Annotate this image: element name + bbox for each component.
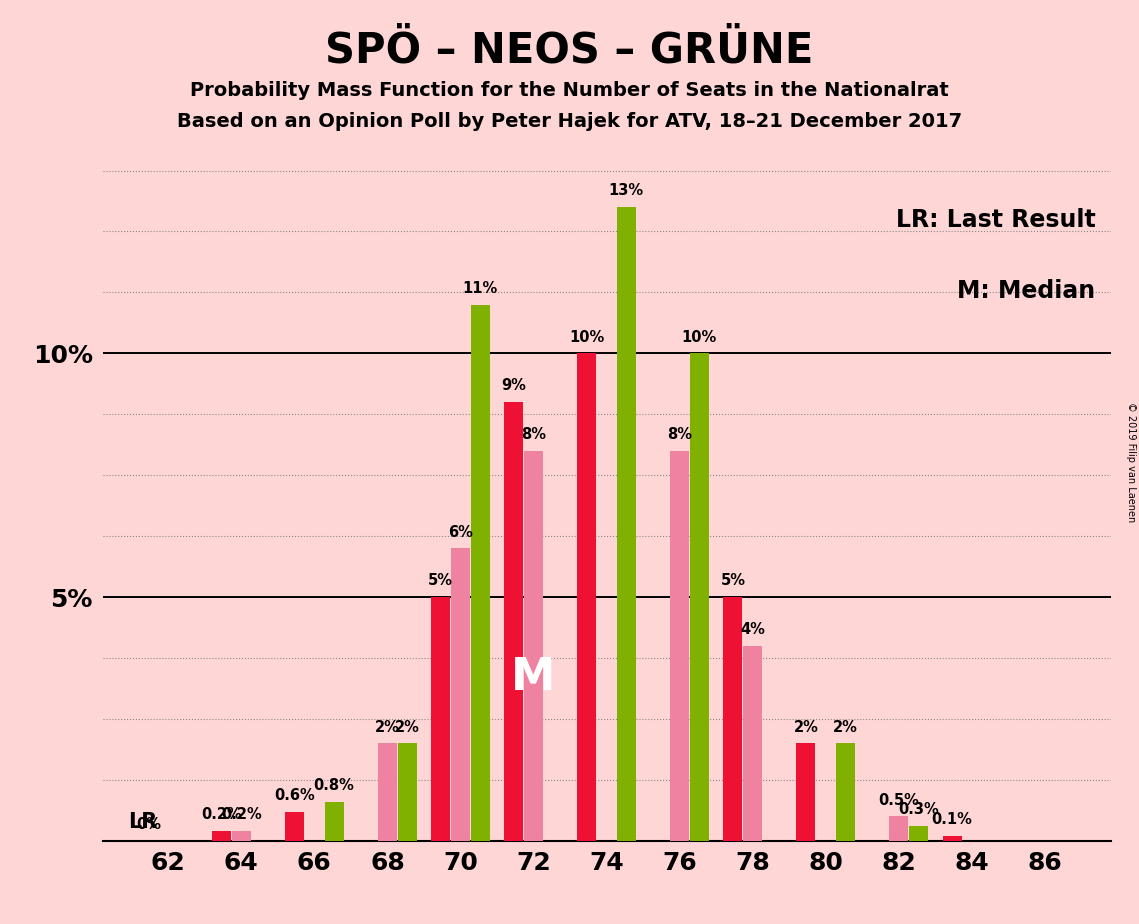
Bar <box>451 548 470 841</box>
Text: 6%: 6% <box>448 525 473 540</box>
Text: Probability Mass Function for the Number of Seats in the Nationalrat: Probability Mass Function for the Number… <box>190 81 949 101</box>
Text: 0.8%: 0.8% <box>313 778 354 793</box>
Text: Based on an Opinion Poll by Peter Hajek for ATV, 18–21 December 2017: Based on an Opinion Poll by Peter Hajek … <box>177 112 962 131</box>
Bar <box>212 831 231 841</box>
Text: © 2019 Filip van Laenen: © 2019 Filip van Laenen <box>1125 402 1136 522</box>
Text: SPÖ – NEOS – GRÜNE: SPÖ – NEOS – GRÜNE <box>326 30 813 71</box>
Text: 5%: 5% <box>428 573 453 589</box>
Text: M: M <box>511 655 556 699</box>
Bar <box>232 831 251 841</box>
Text: 11%: 11% <box>462 281 498 296</box>
Bar <box>890 817 908 841</box>
Text: 2%: 2% <box>833 720 858 735</box>
Bar <box>743 646 762 841</box>
Bar <box>470 305 490 841</box>
Bar <box>378 743 396 841</box>
Bar <box>670 451 689 841</box>
Text: 0.6%: 0.6% <box>274 788 316 803</box>
Text: 8%: 8% <box>521 427 546 442</box>
Bar <box>325 802 344 841</box>
Bar <box>942 836 961 841</box>
Text: 10%: 10% <box>570 330 605 345</box>
Text: 2%: 2% <box>395 720 419 735</box>
Text: 5%: 5% <box>720 573 745 589</box>
Text: 2%: 2% <box>794 720 818 735</box>
Bar <box>577 353 597 841</box>
Text: 4%: 4% <box>740 622 765 637</box>
Text: 2%: 2% <box>375 720 400 735</box>
Text: 0%: 0% <box>136 817 161 833</box>
Text: M: Median: M: Median <box>957 279 1096 303</box>
Bar <box>505 402 523 841</box>
Bar <box>796 743 816 841</box>
Bar <box>398 743 417 841</box>
Bar <box>909 826 928 841</box>
Text: 10%: 10% <box>681 330 716 345</box>
Text: LR: Last Result: LR: Last Result <box>895 208 1096 232</box>
Text: 0.5%: 0.5% <box>878 793 919 808</box>
Bar <box>723 597 743 841</box>
Bar <box>432 597 450 841</box>
Text: 0.3%: 0.3% <box>898 802 939 818</box>
Text: 8%: 8% <box>667 427 693 442</box>
Text: 0.1%: 0.1% <box>932 812 973 827</box>
Bar <box>836 743 855 841</box>
Text: 13%: 13% <box>608 183 644 199</box>
Bar <box>285 811 304 841</box>
Text: 0.2%: 0.2% <box>202 808 241 822</box>
Bar <box>524 451 543 841</box>
Text: 9%: 9% <box>501 378 526 394</box>
Text: LR: LR <box>129 812 157 833</box>
Bar <box>690 353 708 841</box>
Text: 0.2%: 0.2% <box>221 808 262 822</box>
Bar <box>616 207 636 841</box>
